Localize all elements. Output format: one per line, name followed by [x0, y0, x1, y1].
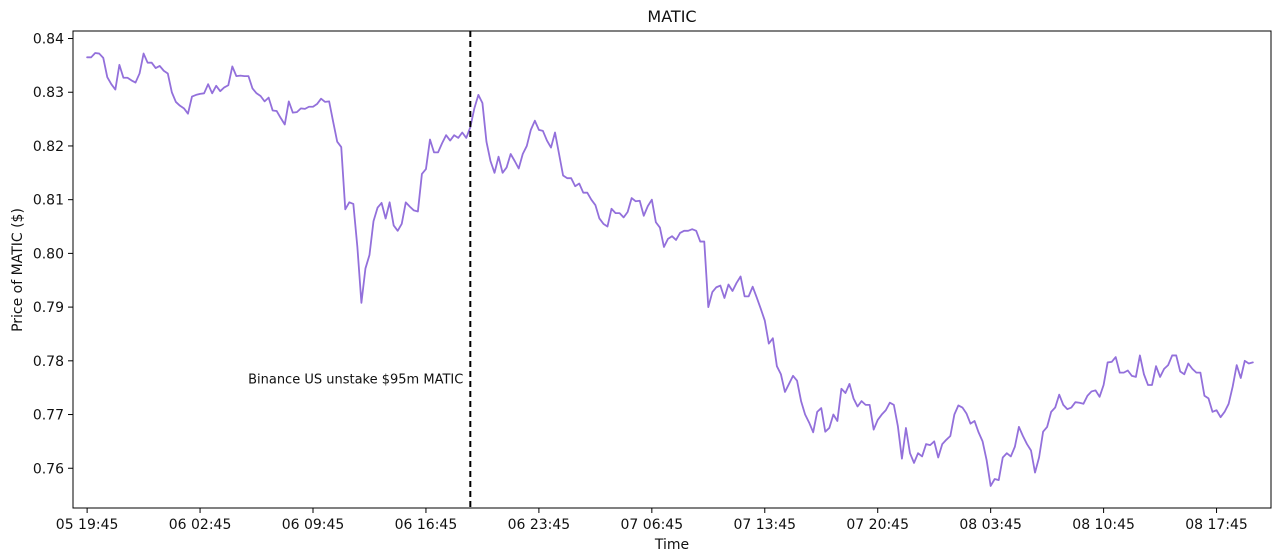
x-axis-ticks: 05 19:45 06 02:45 06 09:45 06 16:45 06 23:45…: [56, 508, 1248, 533]
x-tick-label: 07 20:45: [846, 517, 909, 533]
y-tick-label: 0.77: [33, 408, 64, 424]
x-tick-label: 06 09:45: [282, 517, 345, 533]
y-axis-label: Price of MATIC ($): [10, 208, 26, 332]
plot-area-frame: [72, 30, 1272, 509]
series-line-matic-price: [86, 52, 1254, 487]
x-tick-label: 06 02:45: [169, 517, 232, 533]
y-tick-label: 0.80: [33, 246, 64, 262]
y-tick-label: 0.84: [33, 32, 64, 48]
y-axis-ticks: 0.84 0.83 0.82 0.81 0.80 0.79 0.78 0.77 0.76: [33, 32, 73, 477]
y-tick-label: 0.81: [33, 193, 64, 209]
x-tick-label: 08 03:45: [959, 517, 1022, 533]
x-tick-label: 08 10:45: [1072, 517, 1135, 533]
x-axis-label: Time: [654, 537, 689, 553]
y-tick-label: 0.79: [33, 300, 64, 316]
y-tick-label: 0.76: [33, 461, 64, 477]
x-tick-label: 07 06:45: [621, 517, 684, 533]
event-annotation-label: Binance US unstake $95m MATIC: [248, 373, 463, 388]
x-tick-label: 06 23:45: [508, 517, 571, 533]
y-tick-label: 0.78: [33, 354, 64, 370]
x-tick-label: 07 13:45: [733, 517, 796, 533]
x-tick-label: 06 16:45: [395, 517, 458, 533]
y-tick-label: 0.83: [33, 85, 64, 101]
x-tick-label: 08 17:45: [1185, 517, 1248, 533]
y-tick-label: 0.82: [33, 139, 64, 155]
x-tick-label: 05 19:45: [56, 517, 119, 533]
chart-title: MATIC: [647, 7, 696, 26]
